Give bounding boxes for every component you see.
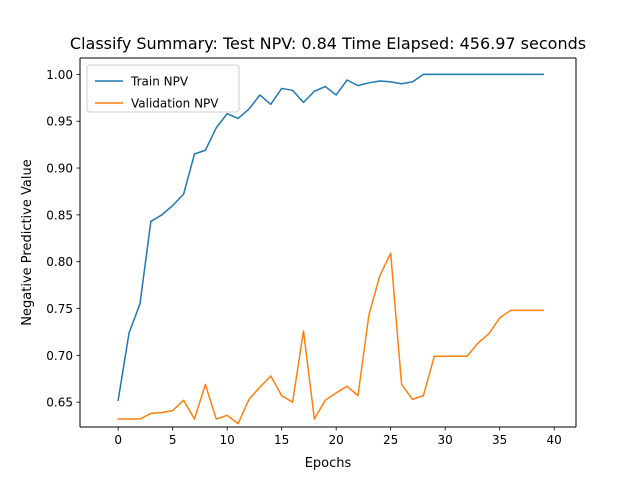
y-axis-ticks: 0.65 0.70 0.75 0.80 0.85 0.90 0.95 1.00 [46,68,80,410]
x-tick-label: 15 [274,433,289,447]
series-group [117,73,545,425]
y-tick-label: 0.90 [46,162,73,176]
y-tick-label: 0.70 [46,349,73,363]
y-tick-label: 0.75 [46,302,73,316]
y-tick-label: 0.95 [46,115,73,129]
plot-frame [79,57,577,428]
series-line-validation-npv [117,252,545,425]
y-tick-label: 0.80 [46,255,73,269]
y-tick-label: 1.00 [46,68,73,82]
x-axis-label: Epochs [305,456,352,471]
y-axis-label: Negative Predictive Value [20,159,35,325]
plot-area [80,58,576,427]
x-tick-label: 30 [438,433,453,447]
x-tick-label: 35 [492,433,507,447]
legend: Train NPV Validation NPV [86,64,240,113]
x-tick-label: 5 [169,433,177,447]
x-tick-label: 20 [329,433,344,447]
series-line-train-npv [117,73,545,402]
legend-box [86,64,240,113]
x-tick-label: 10 [220,433,235,447]
chart-title: Classify Summary: Test NPV: 0.84 Time El… [70,34,586,53]
legend-label-train-npv: Train NPV [130,75,189,89]
y-tick-label: 0.65 [46,396,73,410]
y-tick-label: 0.85 [46,208,73,222]
x-axis-ticks: 0 5 10 15 20 25 30 35 40 [114,427,562,447]
x-tick-label: 40 [547,433,562,447]
legend-label-validation-npv: Validation NPV [131,97,219,111]
x-tick-label: 0 [114,433,122,447]
x-tick-label: 25 [383,433,398,447]
